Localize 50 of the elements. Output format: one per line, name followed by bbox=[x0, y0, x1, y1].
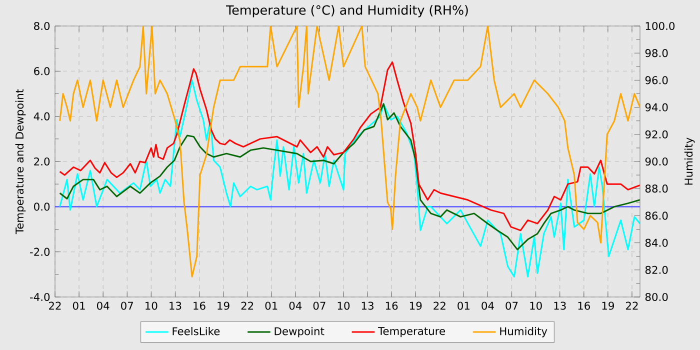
x-tick-label: 22 bbox=[241, 302, 254, 310]
y-tick-label: -2.0 bbox=[30, 248, 50, 256]
legend-label: Humidity bbox=[500, 327, 548, 338]
y2-tick-label: 92.0 bbox=[645, 130, 668, 138]
y-tick-label: 2.0 bbox=[34, 157, 50, 166]
y2-tick-label: 88.0 bbox=[645, 184, 668, 193]
x-tick-label: 07 bbox=[121, 302, 133, 310]
x-tick-label: 04 bbox=[482, 302, 494, 310]
x-tick-label: 22 bbox=[434, 302, 446, 310]
y2-tick-label: 90.0 bbox=[645, 157, 668, 166]
x-tick-label: 10 bbox=[530, 302, 542, 310]
chart-title: Temperature (°C) and Humidity (RH%) bbox=[226, 5, 468, 18]
legend-label: Dewpoint bbox=[274, 327, 324, 338]
x-tick-label: 13 bbox=[362, 302, 374, 310]
x-tick-label: 10 bbox=[338, 302, 350, 310]
x-tick-label: 01 bbox=[458, 302, 470, 310]
x-tick-label: 16 bbox=[194, 302, 206, 310]
y2-tick-label: 80.0 bbox=[645, 292, 668, 302]
x-tick-label: 19 bbox=[410, 302, 422, 310]
x-tick-label: 13 bbox=[170, 302, 182, 310]
y2-tick-label: 82.0 bbox=[645, 266, 668, 274]
x-tick-label: 07 bbox=[506, 302, 518, 310]
x-tick-label: 22 bbox=[626, 302, 638, 310]
x-tick-label: 04 bbox=[97, 302, 110, 310]
x-tick-label: 22 bbox=[48, 302, 61, 310]
y-tick-label: 0.0 bbox=[34, 202, 50, 211]
x-tick-label: 16 bbox=[578, 302, 590, 310]
x-tick-label: 04 bbox=[289, 302, 302, 310]
y-tick-label: 8.0 bbox=[34, 22, 50, 30]
y2-tick-label: 96.0 bbox=[645, 76, 668, 84]
x-tick-label: 01 bbox=[72, 302, 85, 310]
y2-tick-label: 94.0 bbox=[645, 103, 668, 112]
y2-tick-label: 86.0 bbox=[645, 212, 668, 220]
y2-axis-title: Humidity bbox=[684, 138, 695, 185]
x-tick-label: 19 bbox=[602, 302, 614, 310]
x-tick-label: 13 bbox=[554, 302, 566, 310]
y-axis-title: Temperature and Dewpoint bbox=[15, 89, 26, 234]
y-tick-label: 6.0 bbox=[34, 67, 50, 76]
x-tick-label: 01 bbox=[265, 302, 278, 310]
y2-tick-label: 100.0 bbox=[646, 22, 675, 30]
x-tick-label: 10 bbox=[146, 302, 158, 310]
x-tick-label: 16 bbox=[386, 302, 398, 310]
y2-tick-label: 98.0 bbox=[645, 49, 668, 58]
legend-label: FeelsLike bbox=[172, 327, 220, 336]
x-tick-label: 19 bbox=[218, 302, 230, 310]
y2-tick-label: 84.0 bbox=[645, 238, 668, 247]
y-tick-label: 4.0 bbox=[34, 112, 50, 120]
y-tick-label: -4.0 bbox=[30, 292, 50, 302]
x-tick-label: 07 bbox=[313, 302, 326, 310]
legend-label: Temperature bbox=[378, 327, 446, 338]
